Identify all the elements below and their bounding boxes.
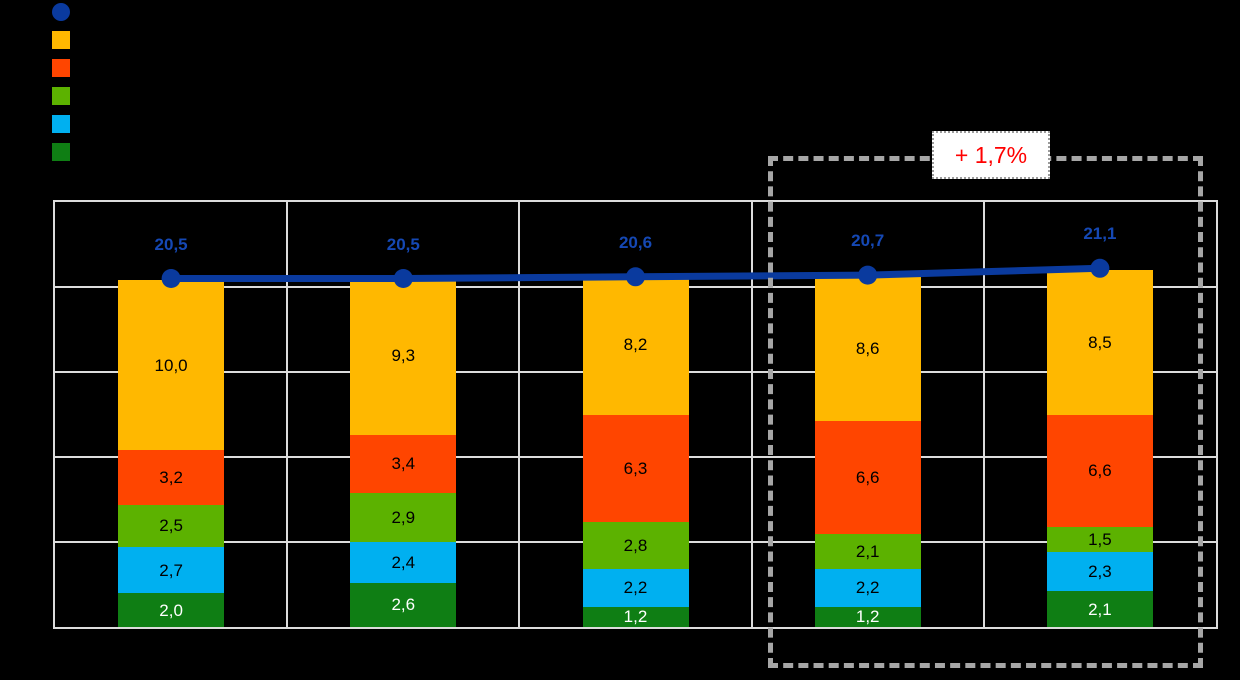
bar-segment-green-cat1: 2,5 — [118, 504, 225, 548]
chart-plot-area: 2,0 2,7 2,5 3,2 10,0 2,6 2,4 2,9 3,4 9,3 1,2 2,2 2,8… — [53, 200, 1218, 629]
bar-segment-orange-cat1: 3,2 — [118, 450, 225, 505]
bar-segment-yellow-cat2: 9,3 — [350, 276, 457, 435]
total-label-cat1: 20,5 — [154, 234, 188, 254]
total-label-cat5: 21,1 — [1083, 224, 1117, 244]
bar-segment-dark-green-cat5: 2,1 — [1046, 591, 1153, 627]
total-line-marker-cat4 — [858, 265, 878, 285]
bar-segment-green-cat2: 2,9 — [350, 492, 457, 542]
legend-marker-series-yellow — [52, 31, 70, 49]
bar-segment-dark-green-cat2: 2,6 — [350, 582, 457, 627]
total-line-marker-cat3 — [626, 267, 645, 287]
bar-segment-orange-cat3: 6,3 — [582, 414, 689, 522]
bar-segment-orange-cat5: 6,6 — [1046, 414, 1153, 527]
chart-legend — [52, 3, 70, 161]
growth-annotation: + 1,7% — [932, 131, 1050, 179]
growth-annotation-label: + 1,7% — [954, 141, 1028, 168]
total-line-chart — [161, 258, 1110, 288]
bar-segment-green-cat4: 2,1 — [814, 533, 921, 570]
highlight-dashed-box — [768, 156, 1203, 668]
bar-segment-orange-cat2: 3,4 — [350, 434, 457, 493]
total-label-cat4: 20,7 — [851, 231, 885, 251]
bar-segment-orange-cat4: 6,6 — [814, 421, 921, 534]
total-line-marker-cat5 — [1090, 258, 1110, 278]
total-line-marker-cat1 — [161, 269, 181, 288]
legend-marker-total-line — [52, 3, 70, 21]
bar-segment-yellow-cat3: 8,2 — [582, 275, 689, 415]
bar-segment-green-cat3: 2,8 — [582, 521, 689, 570]
legend-marker-series-dark-green — [52, 143, 70, 161]
bar-segment-light-blue-cat1: 2,7 — [118, 547, 225, 593]
legend-marker-series-orange — [52, 59, 70, 77]
bar-segment-dark-green-cat3: 1,2 — [582, 606, 689, 627]
bar-segment-green-cat5: 1,5 — [1046, 526, 1153, 553]
gridline-x-3 — [750, 202, 753, 627]
gridline-x-4 — [982, 202, 985, 627]
bar-segment-light-blue-cat2: 2,4 — [350, 542, 457, 583]
bar-segment-dark-green-cat1: 2,0 — [118, 593, 225, 627]
bar-segment-yellow-cat5: 8,5 — [1046, 270, 1153, 415]
bar-segment-light-blue-cat5: 2,3 — [1046, 552, 1153, 592]
gridline-x-1 — [286, 202, 289, 627]
total-line-marker-cat2 — [393, 269, 413, 288]
bar-segment-yellow-cat1: 10,0 — [118, 280, 225, 451]
gridline-x-2 — [518, 202, 521, 627]
bar-segment-dark-green-cat4: 1,2 — [814, 606, 921, 627]
legend-marker-series-green — [52, 87, 70, 105]
bar-segment-light-blue-cat4: 2,2 — [814, 569, 921, 607]
legend-marker-series-light-blue — [52, 115, 70, 133]
bar-segment-yellow-cat4: 8,6 — [814, 275, 921, 422]
total-label-cat3: 20,6 — [618, 232, 653, 252]
bar-segment-light-blue-cat3: 2,2 — [582, 569, 689, 607]
total-label-cat2: 20,5 — [386, 234, 420, 254]
